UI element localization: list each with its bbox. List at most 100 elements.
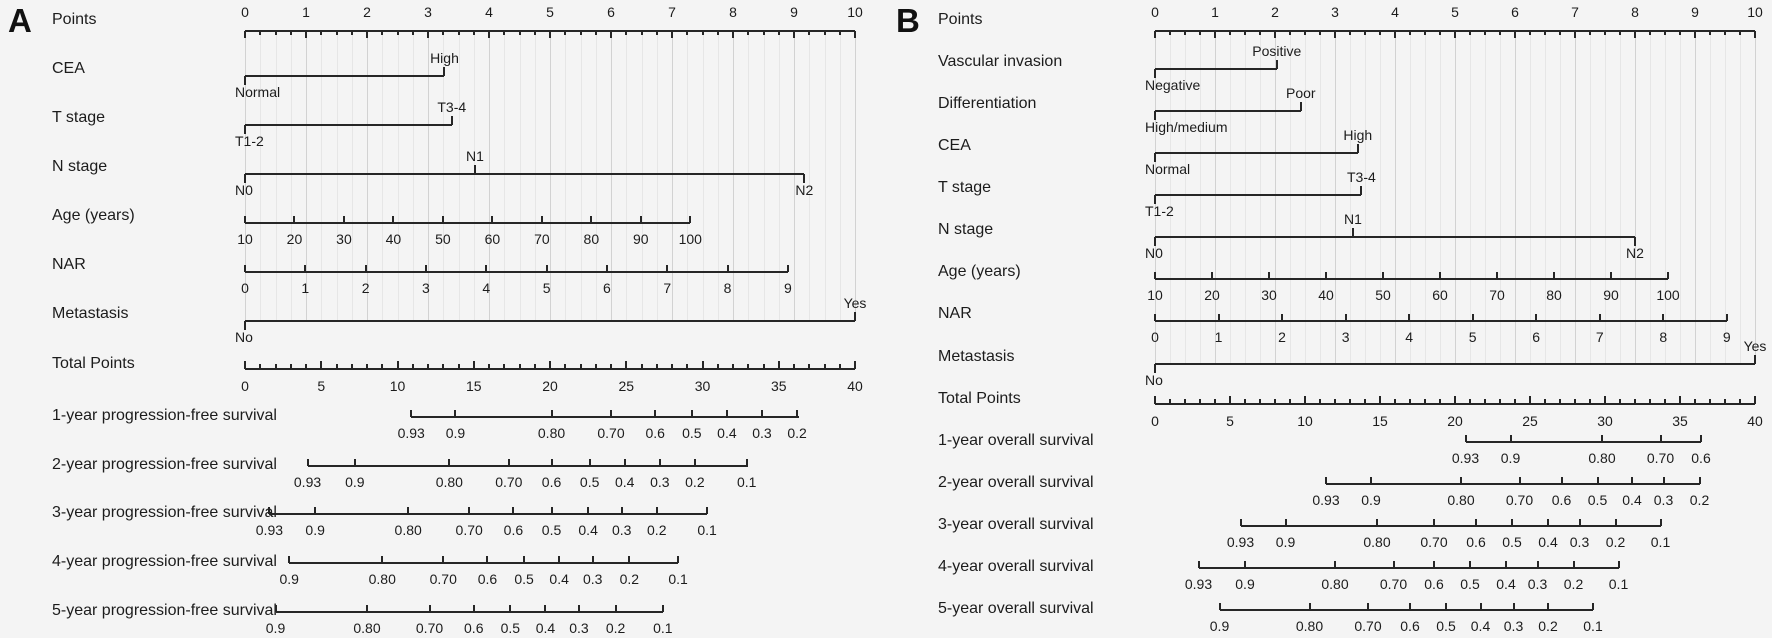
numeric-axis-tick-label: 50: [1375, 287, 1391, 303]
survival-tick: [1512, 603, 1515, 610]
gridline: [779, 31, 780, 321]
panel-b-letter: B: [896, 2, 920, 39]
survival-prob-label: 0.93: [255, 522, 284, 538]
category-line: [245, 124, 452, 126]
gridline: [1590, 31, 1591, 364]
survival-prob-label: 0.3: [1527, 576, 1548, 592]
survival-tick: [1505, 561, 1507, 568]
survival-tick: [1560, 477, 1563, 484]
category-tick: [854, 312, 856, 321]
gridline: [1395, 31, 1396, 364]
total-points-minor-tick: [1409, 399, 1411, 404]
survival-line: [307, 465, 749, 467]
gridline: [443, 31, 444, 321]
gridline: [626, 31, 627, 321]
points-major-tick: [427, 31, 429, 38]
row-label-points: Points: [52, 11, 97, 28]
survival-tick: [654, 410, 657, 417]
points-tick-label: 0: [241, 4, 249, 20]
points-axis-line: [245, 30, 855, 32]
survival-tick: [1218, 603, 1221, 610]
points-tick-label: 1: [1211, 4, 1219, 20]
total-points-major-tick: [1154, 396, 1156, 404]
numeric-axis-tick: [1154, 314, 1156, 321]
survival-line: [1198, 567, 1619, 569]
points-tick-label: 3: [1331, 4, 1339, 20]
survival-prob-label: 0.2: [619, 571, 640, 587]
total-points-tick-label: 35: [770, 378, 787, 394]
survival-prob-label: 0.4: [535, 620, 556, 636]
numeric-axis-tick-label: 1: [301, 280, 310, 296]
numeric-axis-tick-label: 8: [1659, 329, 1668, 345]
survival-prob-label: 0.4: [1496, 576, 1516, 592]
row-label-points: Points: [938, 11, 983, 28]
survival-tick: [550, 459, 553, 466]
category-value-label: Yes: [843, 295, 867, 311]
gridline: [1515, 31, 1516, 364]
survival-tick: [614, 605, 617, 612]
survival-prob-label: 0.5: [682, 425, 702, 441]
survival-tick: [558, 556, 561, 563]
numeric-axis-tick-label: 40: [385, 231, 402, 247]
numeric-axis-tick: [1382, 272, 1384, 279]
numeric-axis-tick: [1553, 272, 1555, 279]
survival-prob-label: 0.5: [579, 474, 600, 490]
row-label-1-year-overall-survival: 1-year overall survival: [938, 432, 1094, 449]
points-major-tick: [1574, 31, 1576, 38]
category-tick: [1154, 111, 1156, 120]
points-minor-tick: [1589, 31, 1591, 35]
survival-prob-label: 0.4: [717, 425, 737, 441]
total-points-tick-label: 30: [1597, 413, 1613, 429]
total-points-minor-tick: [640, 364, 643, 369]
survival-prob-label: 0.1: [736, 474, 757, 490]
total-points-minor-tick: [1649, 399, 1651, 404]
points-tick-label: 2: [1271, 4, 1279, 20]
points-minor-tick: [579, 31, 582, 35]
points-major-tick: [366, 31, 368, 38]
total-points-minor-tick: [1244, 399, 1246, 404]
numeric-axis-tick: [540, 216, 543, 223]
survival-prob-label: 0.80: [1363, 534, 1391, 550]
category-value-label: N1: [1344, 211, 1362, 227]
numeric-axis-tick-label: 5: [1468, 329, 1477, 345]
survival-line: [411, 416, 799, 418]
gridline: [550, 31, 551, 321]
category-tick: [1154, 364, 1156, 373]
points-minor-tick: [1544, 31, 1546, 35]
survival-tick: [1614, 519, 1617, 526]
gridline: [703, 31, 704, 321]
points-minor-tick: [1364, 31, 1366, 35]
points-minor-tick: [625, 31, 628, 35]
gridline: [596, 31, 597, 321]
gridline: [398, 31, 399, 321]
total-points-minor-tick: [350, 364, 353, 369]
category-line: [1155, 152, 1358, 154]
points-major-tick: [1394, 31, 1396, 38]
points-tick-label: 8: [729, 4, 737, 20]
gridline: [1455, 31, 1456, 364]
points-minor-tick: [503, 31, 506, 35]
survival-prob-label: 0.5: [541, 522, 562, 538]
category-line: [245, 173, 805, 175]
points-minor-tick: [533, 31, 536, 35]
total-points-minor-tick: [762, 364, 765, 369]
total-points-minor-tick: [289, 364, 292, 369]
total-points-tick-label: 25: [1522, 413, 1538, 429]
points-minor-tick: [1169, 31, 1171, 35]
total-points-minor-tick: [366, 364, 368, 369]
survival-prob-label: 0.70: [429, 571, 457, 587]
survival-prob-label: 0.70: [1354, 618, 1382, 634]
numeric-axis-tick-label: 0: [1151, 329, 1159, 345]
total-points-minor-tick: [1544, 399, 1546, 404]
category-tick: [1154, 195, 1156, 204]
survival-tick: [512, 507, 515, 514]
numeric-axis-tick-label: 90: [1603, 287, 1619, 303]
numeric-axis-tick: [1662, 314, 1665, 321]
points-axis-line: [1155, 30, 1755, 32]
numeric-axis-line: [245, 271, 788, 273]
survival-prob-label: 0.70: [495, 474, 523, 490]
points-minor-tick: [1409, 31, 1411, 35]
row-label-age-years-: Age (years): [52, 207, 135, 224]
survival-tick: [1244, 561, 1246, 568]
survival-tick: [486, 556, 489, 563]
